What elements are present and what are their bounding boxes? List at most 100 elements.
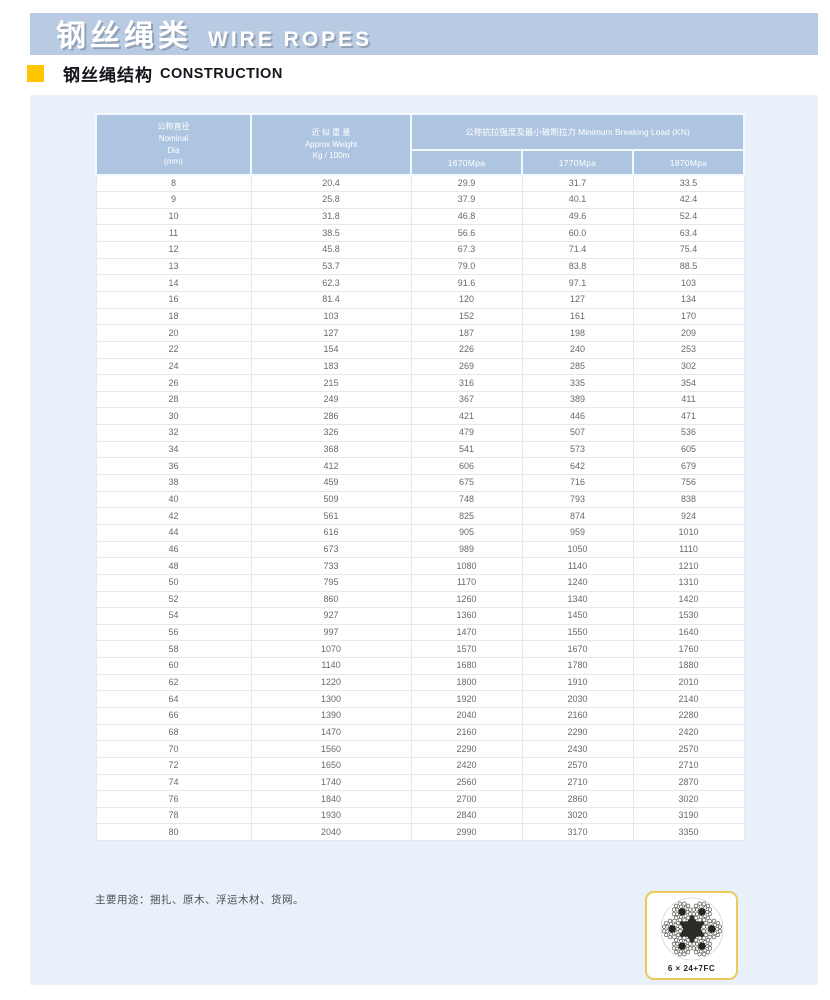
table-cell: 989 [410, 540, 523, 559]
table-cell: 573 [521, 440, 634, 459]
table-cell: 64 [95, 690, 252, 708]
col-header-line: Dia [167, 145, 180, 155]
table-cell: 679 [632, 457, 745, 476]
table-cell: 673 [250, 540, 412, 559]
table-cell: 1470 [250, 723, 412, 742]
table-cell: 40 [95, 490, 252, 509]
table-cell: 561 [250, 507, 412, 525]
table-row: 18 103 152 161 170 [95, 307, 745, 326]
table-cell: 411 [632, 390, 745, 409]
table-cell: 20.4 [250, 174, 412, 193]
table-cell: 88.5 [632, 257, 745, 276]
table-cell: 2570 [521, 756, 634, 775]
table-cell: 2160 [410, 723, 523, 742]
table-cell: 616 [250, 523, 412, 542]
table-row: 44 616 905 959 1010 [95, 523, 745, 542]
table-cell: 38.5 [250, 224, 412, 243]
table-cell: 31.7 [521, 174, 634, 193]
table-cell: 2040 [250, 823, 412, 842]
table-cell: 2290 [410, 740, 523, 758]
table-cell: 997 [250, 623, 412, 642]
table-row: 20 127 187 198 209 [95, 324, 745, 342]
table-cell: 249 [250, 390, 412, 409]
table-cell: 25.8 [250, 191, 412, 209]
col-header-line: (mm) [164, 157, 183, 167]
table-row: 24 183 269 285 302 [95, 357, 745, 376]
table-cell: 253 [632, 340, 745, 359]
table-cell: 152 [410, 307, 523, 326]
table-cell: 2420 [632, 723, 745, 742]
table-cell: 22 [95, 340, 252, 359]
table-row: 22 154 226 240 253 [95, 340, 745, 359]
table-row: 72 1650 2420 2570 2710 [95, 756, 745, 775]
table-cell: 2560 [410, 773, 523, 792]
table-cell: 33.5 [632, 174, 745, 193]
col-header-line: Nominal [158, 133, 189, 143]
table-cell: 80 [95, 823, 252, 842]
table-cell: 1310 [632, 573, 745, 592]
table-cell: 67.3 [410, 241, 523, 259]
table-cell: 2290 [521, 723, 634, 742]
col-header-breaking-load: 公称抗拉强度及最小破断拉力 Minimum Breaking Load (KN) [410, 113, 745, 151]
table-row: 10 31.8 46.8 49.6 52.4 [95, 207, 745, 226]
table-cell: 2010 [632, 673, 745, 692]
table-cell: 28 [95, 390, 252, 409]
table-cell: 2990 [410, 823, 523, 842]
table-cell: 3190 [632, 806, 745, 825]
table-row: 26 215 316 335 354 [95, 374, 745, 392]
table-cell: 154 [250, 340, 412, 359]
table-row: 64 1300 1920 2030 2140 [95, 690, 745, 708]
table-cell: 2870 [632, 773, 745, 792]
usage-note: 主要用途：捆扎、原木、浮运木材、货网。 [95, 894, 304, 906]
table-cell: 226 [410, 340, 523, 359]
table-row: 50 795 1170 1240 1310 [95, 573, 745, 592]
table-cell: 37.9 [410, 191, 523, 209]
page-title-en: WIRE ROPES [208, 27, 373, 51]
table-cell: 793 [521, 490, 634, 509]
table-cell: 49.6 [521, 207, 634, 226]
table-cell: 2140 [632, 690, 745, 708]
table-cell: 536 [632, 424, 745, 442]
table-cell: 60 [95, 657, 252, 675]
table-row: 38 459 675 716 756 [95, 474, 745, 492]
table-cell: 2840 [410, 806, 523, 825]
table-cell: 2040 [410, 707, 523, 725]
table-cell: 71.4 [521, 241, 634, 259]
table-cell: 1420 [632, 590, 745, 609]
table-cell: 40.1 [521, 191, 634, 209]
table-cell: 11 [95, 224, 252, 243]
table-cell: 286 [250, 407, 412, 426]
table-cell: 36 [95, 457, 252, 476]
table-cell: 14 [95, 274, 252, 292]
table-cell: 1840 [250, 790, 412, 808]
table-cell: 874 [521, 507, 634, 525]
table-cell: 26 [95, 374, 252, 392]
specs-table: 公称直径 Nominal Dia (mm) 近 似 重 量 Approx Wei… [95, 113, 745, 842]
table-row: 42 561 825 874 924 [95, 507, 745, 525]
table-cell: 18 [95, 307, 252, 326]
table-cell: 675 [410, 474, 523, 492]
table-cell: 42 [95, 507, 252, 525]
table-cell: 3170 [521, 823, 634, 842]
section-bullet-icon [27, 65, 44, 82]
table-cell: 54 [95, 607, 252, 625]
table-cell: 16 [95, 290, 252, 309]
table-cell: 389 [521, 390, 634, 409]
table-cell: 2570 [632, 740, 745, 758]
table-row: 76 1840 2700 2860 3020 [95, 790, 745, 808]
table-cell: 62.3 [250, 274, 412, 292]
section-title-en: CONSTRUCTION [160, 65, 283, 82]
table-cell: 1210 [632, 557, 745, 575]
table-cell: 316 [410, 374, 523, 392]
table-cell: 1140 [250, 657, 412, 675]
table-cell: 471 [632, 407, 745, 426]
rope-cross-section-svg [660, 897, 723, 961]
table-cell: 1760 [632, 640, 745, 659]
table-cell: 1780 [521, 657, 634, 675]
table-row: 30 286 421 446 471 [95, 407, 745, 426]
table-cell: 70 [95, 740, 252, 758]
table-cell: 1930 [250, 806, 412, 825]
table-cell: 74 [95, 773, 252, 792]
table-cell: 183 [250, 357, 412, 376]
